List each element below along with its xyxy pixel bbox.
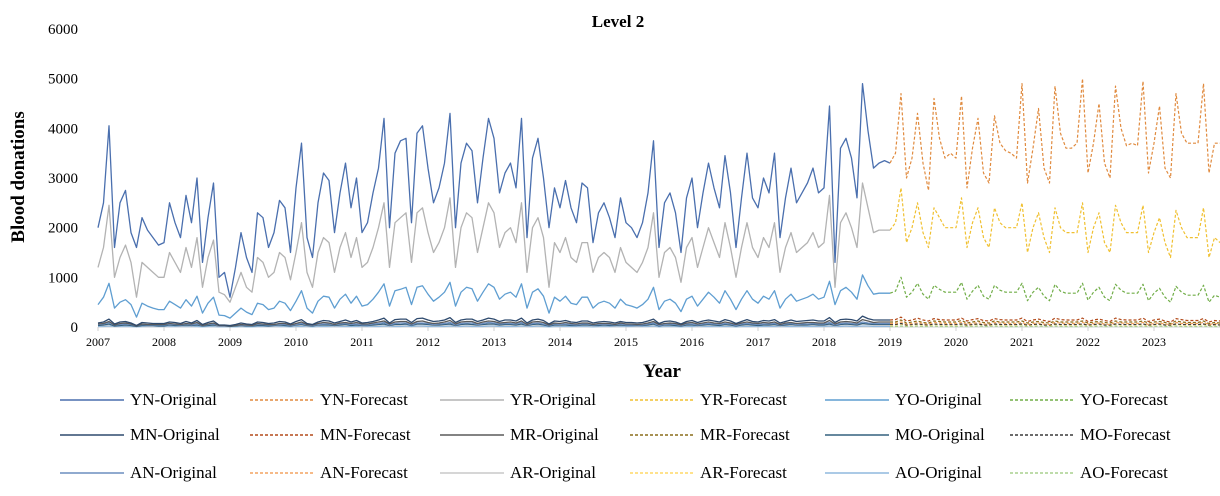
legend-item-an-forecast: AN-Forecast	[250, 463, 408, 482]
legend-label: YR-Original	[510, 390, 596, 409]
x-axis-title: Year	[643, 361, 682, 382]
legend-label: MO-Original	[895, 425, 985, 444]
series-line-yn-forecast	[889, 78, 1220, 191]
legend-item-yo-original: YO-Original	[825, 390, 982, 409]
legend-item-mr-forecast: MR-Forecast	[630, 425, 790, 444]
x-tick-label: 2014	[548, 335, 572, 349]
legend-label: AR-Original	[510, 463, 596, 482]
x-tick-label: 2017	[746, 335, 770, 349]
legend-item-yr-original: YR-Original	[440, 390, 596, 409]
legend-item-mr-original: MR-Original	[440, 425, 599, 444]
series-line-yo-original	[97, 274, 890, 319]
x-tick-label: 2019	[878, 335, 902, 349]
series-line-mn-original	[97, 315, 890, 327]
legend-label: MR-Original	[510, 425, 599, 444]
y-tick-label: 4000	[48, 121, 78, 137]
y-axis-title: Blood donations	[8, 111, 29, 242]
legend-item-yr-forecast: YR-Forecast	[630, 390, 787, 409]
x-tick-label: 2013	[482, 335, 506, 349]
x-tick-label: 2022	[1076, 335, 1100, 349]
legend-item-mo-original: MO-Original	[825, 425, 985, 444]
legend: YN-Original YN-Forecast YR-Original YR-Fore…	[60, 390, 1171, 482]
legend-label: MN-Forecast	[320, 425, 411, 444]
y-axis-ticks: 0 1000 2000 3000 4000 5000 6000	[48, 22, 78, 336]
legend-label: MR-Forecast	[700, 425, 790, 444]
x-axis-ticks: 2007 2008 2009 2010 2011 2012 2013 2014 2015 2016…	[86, 327, 1166, 349]
series-lines	[97, 78, 1220, 328]
y-tick-label: 6000	[48, 22, 78, 38]
x-tick-label: 2010	[284, 335, 308, 349]
series-line-yr-forecast	[889, 187, 1220, 259]
legend-item-yn-forecast: YN-Forecast	[250, 390, 408, 409]
legend-item-ao-original: AO-Original	[825, 463, 982, 482]
x-tick-label: 2012	[416, 335, 440, 349]
series-line-mr-forecast	[890, 319, 1220, 325]
x-tick-label: 2008	[152, 335, 176, 349]
x-tick-label: 2007	[86, 335, 110, 349]
y-tick-label: 5000	[48, 72, 78, 88]
legend-label: YR-Forecast	[700, 390, 787, 409]
legend-label: AN-Forecast	[320, 463, 408, 482]
series-line-ao-forecast	[890, 325, 1220, 328]
x-tick-label: 2009	[218, 335, 242, 349]
series-line-yr-original	[97, 182, 890, 303]
x-tick-label: 2023	[1142, 335, 1166, 349]
x-tick-label: 2011	[350, 335, 374, 349]
legend-item-mo-forecast: MO-Forecast	[1010, 425, 1171, 444]
x-tick-label: 2016	[680, 335, 704, 349]
legend-label: AO-Original	[895, 463, 982, 482]
legend-item-ar-original: AR-Original	[440, 463, 596, 482]
series-line-yn-original	[97, 82, 891, 298]
series-line-an-forecast	[890, 321, 1220, 326]
legend-label: AN-Original	[130, 463, 217, 482]
legend-label: YO-Original	[895, 390, 982, 409]
legend-label: AO-Forecast	[1080, 463, 1168, 482]
legend-item-an-original: AN-Original	[60, 463, 217, 482]
legend-item-yn-original: YN-Original	[60, 390, 217, 409]
legend-label: MN-Original	[130, 425, 220, 444]
y-tick-label: 0	[71, 320, 79, 336]
legend-label: YN-Forecast	[320, 390, 408, 409]
legend-label: YN-Original	[130, 390, 217, 409]
legend-label: YO-Forecast	[1080, 390, 1168, 409]
y-tick-label: 3000	[48, 171, 78, 187]
x-tick-label: 2020	[944, 335, 968, 349]
x-tick-label: 2015	[614, 335, 638, 349]
x-tick-label: 2021	[1010, 335, 1034, 349]
legend-item-yo-forecast: YO-Forecast	[1010, 390, 1168, 409]
x-tick-label: 2018	[812, 335, 836, 349]
series-line-yo-forecast	[889, 276, 1220, 303]
chart-title: Level 2	[592, 12, 644, 31]
legend-item-mn-original: MN-Original	[60, 425, 220, 444]
y-tick-label: 2000	[48, 221, 78, 237]
legend-label: MO-Forecast	[1080, 425, 1171, 444]
legend-item-ao-forecast: AO-Forecast	[1010, 463, 1168, 482]
legend-item-mn-forecast: MN-Forecast	[250, 425, 411, 444]
y-tick-label: 1000	[48, 270, 78, 286]
legend-label: AR-Forecast	[700, 463, 787, 482]
series-line-mo-forecast	[890, 322, 1220, 326]
legend-item-ar-forecast: AR-Forecast	[630, 463, 787, 482]
